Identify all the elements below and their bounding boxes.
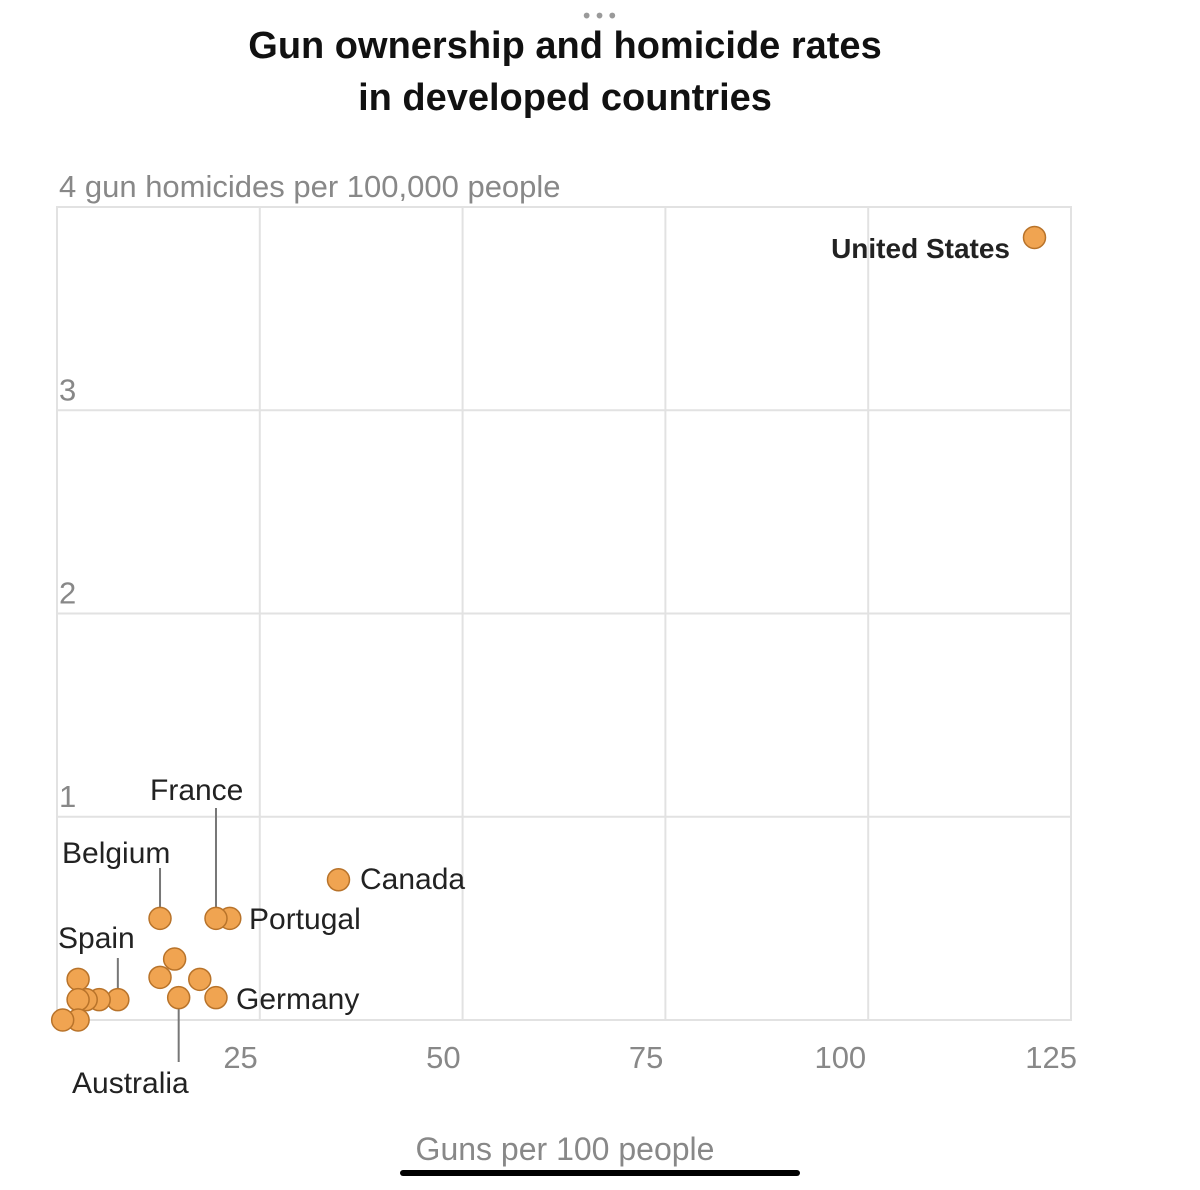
point-belgium [148,906,172,931]
x-tick-label: 75 [629,1040,663,1075]
point [50,1008,75,1032]
x-tick-label: 100 [814,1040,866,1075]
y-tick-label: 4 gun homicides per 100,000 people [59,169,561,204]
x-tick-label: 125 [1025,1040,1077,1075]
x-axis-title: Guns per 100 people [416,1131,715,1167]
y-tick-label: 2 [59,576,76,611]
label-france: France [150,774,243,807]
y-tick-label: 1 [59,779,76,814]
point [66,967,90,992]
axis-labels: 1 2 3 4 gun homicides per 100,000 people 25 5… [59,169,1077,1167]
label-canada: Canada [360,863,465,896]
chart-title-line: in developed countries [358,77,772,119]
point-united-states [1022,225,1047,250]
point-labels: United States Canada Portugal France Belgium… [58,233,1010,1100]
label-belgium: Belgium [62,837,170,870]
label-germany: Germany [236,983,359,1016]
chart-title-group: Gun ownership and homicide rates in devel… [248,25,881,119]
x-tick-label: 50 [426,1040,460,1075]
point [162,947,187,971]
label-spain: Spain [58,922,135,955]
chart-title-line: Gun ownership and homicide rates [248,25,881,67]
label-australia: Australia [72,1067,189,1100]
y-tick-label: 3 [59,372,76,407]
gridlines [56,206,1072,1021]
label-portugal: Portugal [249,903,361,936]
point [66,987,90,1012]
point-canada [326,868,351,892]
more-options-icon[interactable]: ••• [580,4,620,28]
point-france [204,906,228,931]
point-germany [204,985,228,1010]
leader-lines [116,808,217,1062]
point [188,967,212,992]
point-australia [166,985,191,1010]
data-points [50,225,1047,1032]
x-tick-label: 25 [223,1040,257,1075]
home-indicator-bar[interactable] [400,1170,800,1176]
point [148,965,172,990]
label-united-states: United States [831,233,1010,264]
